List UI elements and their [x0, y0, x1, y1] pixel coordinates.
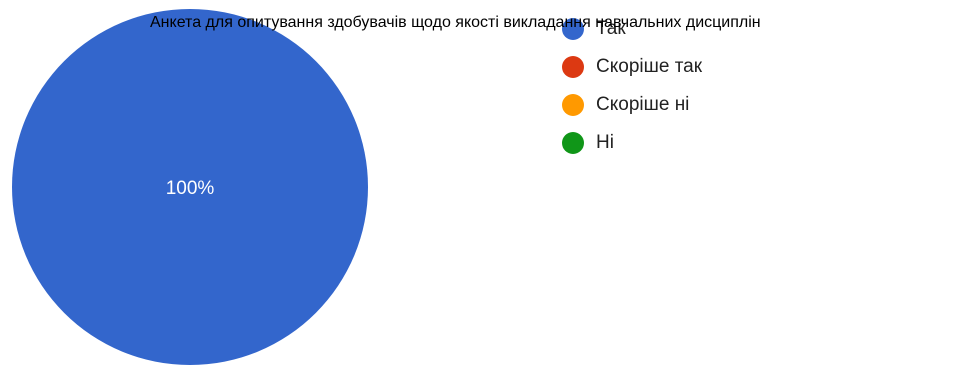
pie-slice-label-так: 100%: [166, 178, 215, 199]
legend-swatch-skorishe-tak: [562, 56, 584, 78]
legend-swatch-ni: [562, 132, 584, 154]
legend-label-skorishe-ni: Скоріше ні: [596, 94, 690, 115]
legend-item-skorishe-tak[interactable]: Скоріше так: [562, 48, 702, 86]
legend-label-tak: Так: [596, 18, 626, 39]
legend-swatch-tak: [562, 18, 584, 40]
legend-item-ni[interactable]: Ні: [562, 124, 702, 162]
legend-swatch-skorishe-ni: [562, 94, 584, 116]
legend-label-skorishe-tak: Скоріше так: [596, 56, 703, 77]
legend-item-tak[interactable]: Так: [562, 10, 702, 48]
legend-label-ni: Ні: [596, 132, 614, 153]
legend: Так Скоріше так Скоріше ні Ні: [562, 10, 702, 162]
pie-slice-так[interactable]: [12, 9, 368, 365]
chart-title: Анкета для опитування здобувачів щодо як…: [150, 14, 761, 31]
legend-item-skorishe-ni[interactable]: Скоріше ні: [562, 86, 702, 124]
